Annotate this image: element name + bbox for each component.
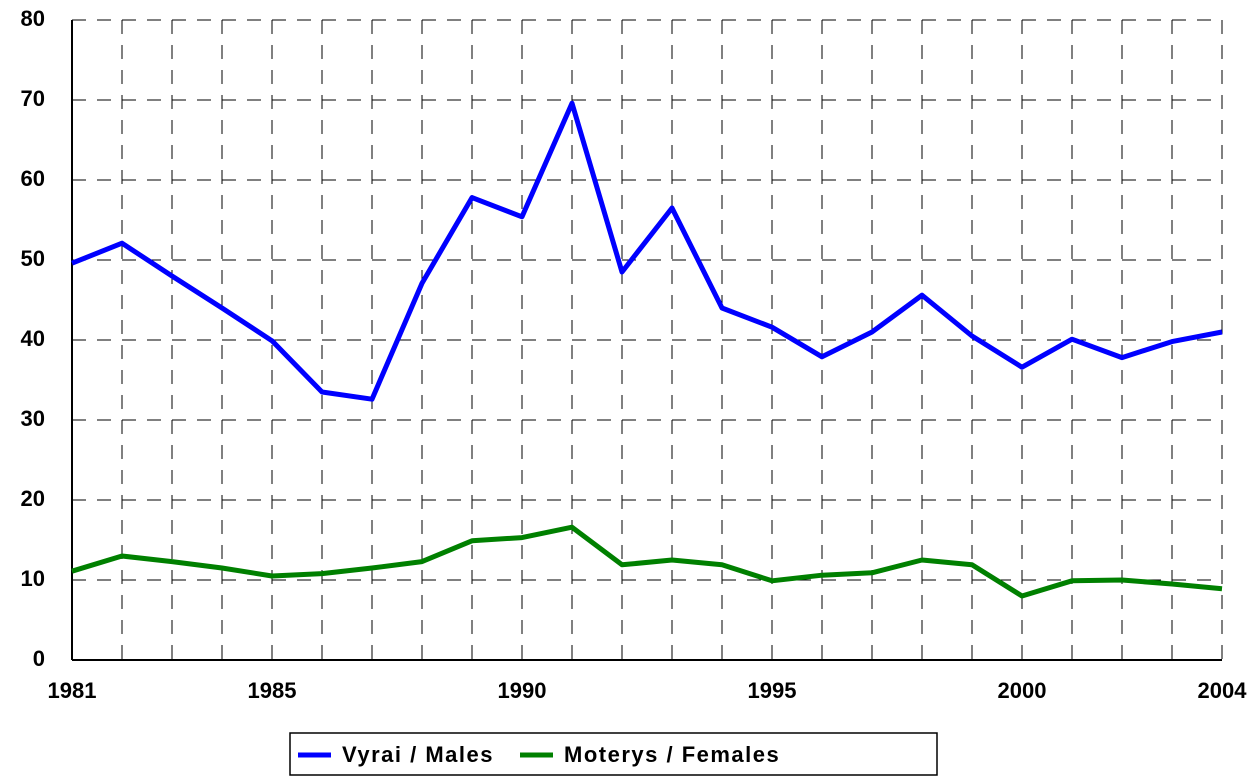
y-tick-label: 0 — [33, 646, 45, 671]
series-line — [71, 100, 1223, 402]
x-tick-label: 1995 — [748, 678, 797, 703]
x-tick-label: 1981 — [48, 678, 97, 703]
legend-label: Vyrai / Males — [342, 742, 494, 767]
y-tick-label: 70 — [21, 86, 45, 111]
y-tick-label: 20 — [21, 486, 45, 511]
legend-label: Moterys / Females — [564, 742, 780, 767]
x-tick-label: 2004 — [1198, 678, 1248, 703]
y-tick-label: 30 — [21, 406, 45, 431]
y-tick-label: 40 — [21, 326, 45, 351]
y-tick-label: 50 — [21, 246, 45, 271]
x-tick-label: 2000 — [998, 678, 1047, 703]
legend-box — [289, 732, 938, 776]
series-line — [71, 524, 1223, 599]
y-tick-label: 60 — [21, 166, 45, 191]
x-tick-label: 1990 — [498, 678, 547, 703]
y-tick-label: 80 — [21, 6, 45, 31]
y-tick-label: 10 — [21, 566, 45, 591]
x-tick-label: 1985 — [248, 678, 297, 703]
